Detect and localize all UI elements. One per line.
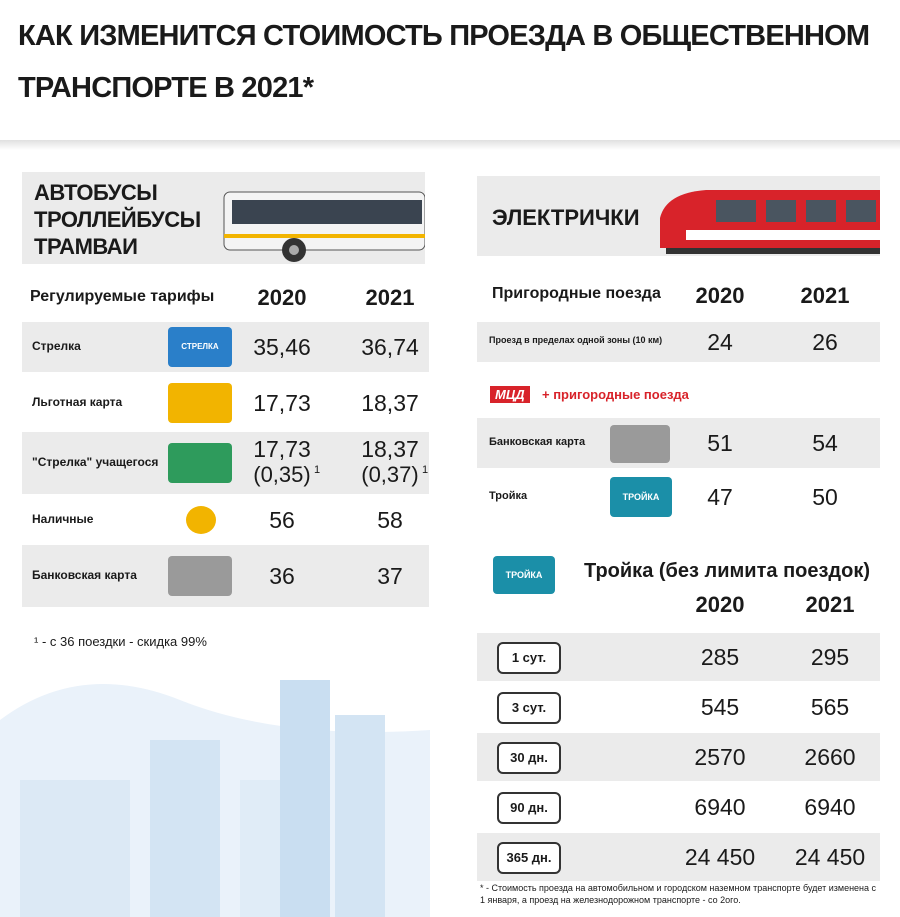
- footnote: ¹ - с 36 поездки - скидка 99%: [34, 634, 207, 649]
- card-icon: СТРЕЛКА: [168, 327, 232, 367]
- footnote-mark: 1: [314, 464, 321, 476]
- card-icon: ТРОЙКА: [610, 477, 672, 517]
- cell-value: 47: [707, 484, 733, 510]
- troika-title: Тройка (без лимита поездок): [584, 560, 871, 582]
- period-pill: 1 сут.: [497, 642, 561, 674]
- column-header: 2020: [695, 283, 745, 308]
- period-pill: 30 дн.: [497, 742, 561, 774]
- mcd-badge: МЦД: [490, 386, 530, 403]
- period-pill: 90 дн.: [497, 792, 561, 824]
- cell-value: 36,74: [361, 334, 419, 360]
- cell-value: 51: [707, 430, 733, 456]
- row-label: Банковская карта: [32, 568, 137, 582]
- cell-value: 18,37: [361, 436, 419, 462]
- cell-value: 2570: [694, 744, 746, 770]
- title-line: ТРАНСПОРТЕ В 2021*: [18, 72, 314, 104]
- cell-value: 17,73: [253, 436, 311, 462]
- cell-value: 35,46: [253, 334, 311, 360]
- cell-value: 295: [810, 644, 850, 670]
- column-header: 2020: [695, 592, 745, 617]
- skyline: [0, 680, 430, 917]
- card-icon: [610, 425, 670, 463]
- cell-note: (0,35): [253, 462, 311, 487]
- cell-value: 565: [810, 694, 850, 720]
- cell-value: 18,37: [361, 390, 419, 416]
- cell-value: 545: [700, 694, 740, 720]
- cell-value: 24 450: [684, 844, 756, 870]
- column-header: 2020: [257, 285, 307, 310]
- cell-value: 2660: [804, 744, 856, 770]
- footnote-mark: 1: [422, 464, 429, 476]
- column-header: 2021: [805, 592, 855, 617]
- row-label: Льготная карта: [32, 395, 123, 409]
- row-label: Стрелка: [32, 339, 81, 353]
- cell-value: 54: [812, 430, 838, 456]
- cell-value: 6940: [694, 794, 746, 820]
- coins-icon: [186, 506, 216, 534]
- row-label: Проезд в пределах одной зоны (10 км): [489, 335, 663, 345]
- cell-value: 24: [707, 329, 733, 355]
- column-header: 2021: [800, 283, 850, 308]
- card-icon: [168, 556, 232, 596]
- cell-value: 37: [377, 563, 403, 589]
- cell-value: 58: [377, 507, 403, 533]
- bus-icon: [223, 191, 425, 262]
- divider: [0, 140, 900, 150]
- row-label: Наличные: [32, 512, 94, 526]
- period-pill: 3 сут.: [497, 692, 561, 724]
- cell-value: 24 450: [794, 844, 866, 870]
- row-label: Тройка: [489, 490, 528, 502]
- cell-value: 17,73: [253, 390, 311, 416]
- card-icon: [168, 383, 232, 423]
- card-icon: ТРОЙКА: [493, 556, 555, 594]
- section-heading: АВТОБУСЫ: [34, 180, 158, 205]
- table-row: [477, 418, 880, 468]
- column-header: Пригородные поезда: [492, 285, 661, 302]
- cell-value: 56: [269, 507, 295, 533]
- row-label: Банковская карта: [489, 436, 586, 448]
- section-heading: ТРОЛЛЕЙБУСЫ: [34, 207, 201, 232]
- row-label: "Стрелка" учащегося: [32, 455, 159, 469]
- cell-value: 285: [700, 644, 740, 670]
- title-line: КАК ИЗМЕНИТСЯ СТОИМОСТЬ ПРОЕЗДА В ОБЩЕСТ…: [18, 20, 870, 52]
- period-pill: 365 дн.: [497, 842, 561, 874]
- mcd-label: + пригородные поезда: [542, 387, 689, 402]
- cell-value: 36: [269, 563, 295, 589]
- footer-note: * - Стоимость проезда на автомобильном и…: [480, 883, 877, 905]
- column-header: 2021: [365, 285, 415, 310]
- cell-value: 50: [812, 484, 838, 510]
- section-heading: ТРАМВАИ: [34, 234, 138, 259]
- column-header: Регулируемые тарифы: [30, 288, 215, 305]
- cell-note: (0,37): [361, 462, 419, 487]
- table-row: [477, 322, 880, 362]
- section-heading: ЭЛЕКТРИЧКИ: [492, 205, 640, 230]
- card-icon: [168, 443, 232, 483]
- cell-value: 6940: [804, 794, 856, 820]
- cell-value: 26: [812, 329, 838, 355]
- train-icon: [660, 190, 880, 254]
